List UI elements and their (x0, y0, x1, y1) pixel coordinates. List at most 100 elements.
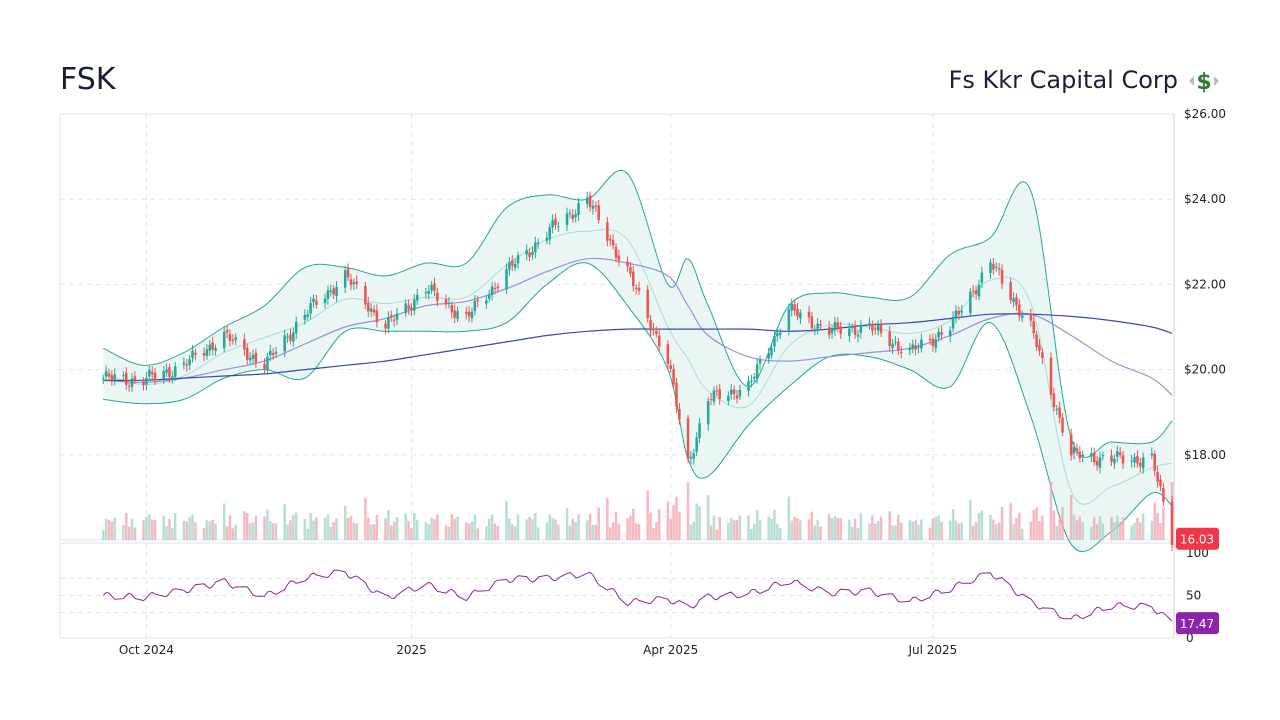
candle-body (173, 366, 177, 378)
candle-body (269, 350, 272, 356)
candle-body (554, 218, 557, 226)
candle (879, 319, 883, 337)
candle-body (920, 339, 923, 349)
volume-bar (917, 524, 920, 540)
candle (868, 317, 871, 330)
candle (1029, 308, 1033, 327)
volume-bar (776, 523, 779, 540)
candle (770, 342, 773, 360)
volume-bar (162, 516, 165, 540)
volume-bar (632, 508, 635, 540)
candle-body (897, 341, 900, 351)
price-tick-label: $18.00 (1184, 448, 1226, 462)
candle (1055, 404, 1059, 415)
candle (150, 366, 154, 380)
candle-body (588, 195, 592, 207)
candle (850, 323, 854, 333)
candle (1113, 454, 1116, 469)
volume-bar (649, 512, 652, 540)
candle-body (470, 311, 474, 319)
candle (101, 374, 105, 385)
volume-bar (689, 524, 693, 540)
volume-bar (130, 518, 134, 540)
volume-bar (1035, 507, 1038, 540)
date-tick-label: 2025 (396, 643, 427, 657)
candle-body (1113, 458, 1116, 464)
candle (597, 199, 600, 224)
volume-bar (245, 512, 249, 540)
volume-bar (254, 515, 258, 540)
volume-bar (879, 516, 883, 540)
volume-bar (1130, 525, 1133, 540)
candle (591, 199, 595, 215)
candle-body (292, 332, 295, 342)
candle-body (773, 336, 776, 347)
candle-body (1141, 457, 1145, 469)
volume-bar (787, 496, 791, 540)
candle-body (675, 382, 678, 407)
candle (243, 333, 246, 356)
volume-bar (571, 518, 575, 540)
candle-body (274, 351, 278, 354)
volume-bar (1118, 521, 1122, 540)
volume-bar (101, 530, 105, 540)
candle (395, 307, 399, 326)
candle (153, 367, 157, 385)
volume-bar (1072, 514, 1076, 540)
candle-body (718, 389, 721, 399)
candle-body (1041, 352, 1044, 358)
candle (738, 385, 742, 401)
candle (675, 377, 678, 413)
volume-bar (107, 519, 111, 540)
candle-body (433, 283, 436, 291)
candle-body (309, 303, 312, 314)
candle (355, 275, 358, 289)
volume-bar (387, 510, 390, 540)
candle-body (444, 299, 448, 305)
candle (790, 298, 793, 317)
rsi-value-badge: 17.47 (1176, 612, 1219, 635)
candle-body (807, 311, 811, 318)
candle (430, 280, 433, 295)
volume-bar (165, 526, 168, 540)
candle (283, 329, 286, 358)
candle (133, 371, 137, 384)
volume-bar (876, 521, 880, 540)
volume-bar (606, 497, 609, 540)
candle-body (225, 330, 229, 333)
volume-bar (1116, 515, 1119, 540)
candle-body (1075, 448, 1079, 452)
volume-bar (934, 517, 938, 540)
candle (1150, 447, 1154, 460)
candle-body (424, 292, 428, 294)
candle (234, 333, 237, 346)
candle (1009, 277, 1012, 304)
candle-body (1072, 447, 1076, 454)
candle-body (989, 262, 992, 273)
volume-bar (894, 525, 897, 540)
candle-body (125, 373, 128, 385)
volume-bar (836, 517, 840, 540)
candle-body (597, 205, 600, 221)
candle (908, 342, 912, 356)
candle (778, 328, 782, 339)
candle (392, 314, 396, 327)
candle-body (1020, 315, 1024, 318)
candle (525, 244, 528, 261)
volume-bar (222, 503, 226, 540)
volume-bar (234, 524, 237, 540)
candle (626, 256, 629, 272)
candle (954, 305, 958, 324)
candle (833, 316, 837, 337)
candle (695, 432, 698, 456)
volume-bar (891, 525, 894, 540)
volume-bar (145, 516, 148, 540)
volume-bar (957, 523, 961, 540)
volume-bar (153, 519, 157, 540)
volume-bar (142, 520, 145, 540)
candle (453, 304, 456, 324)
candle (222, 326, 226, 353)
candle-body (626, 261, 629, 267)
candle-body (234, 337, 237, 341)
candle-body (954, 310, 958, 319)
